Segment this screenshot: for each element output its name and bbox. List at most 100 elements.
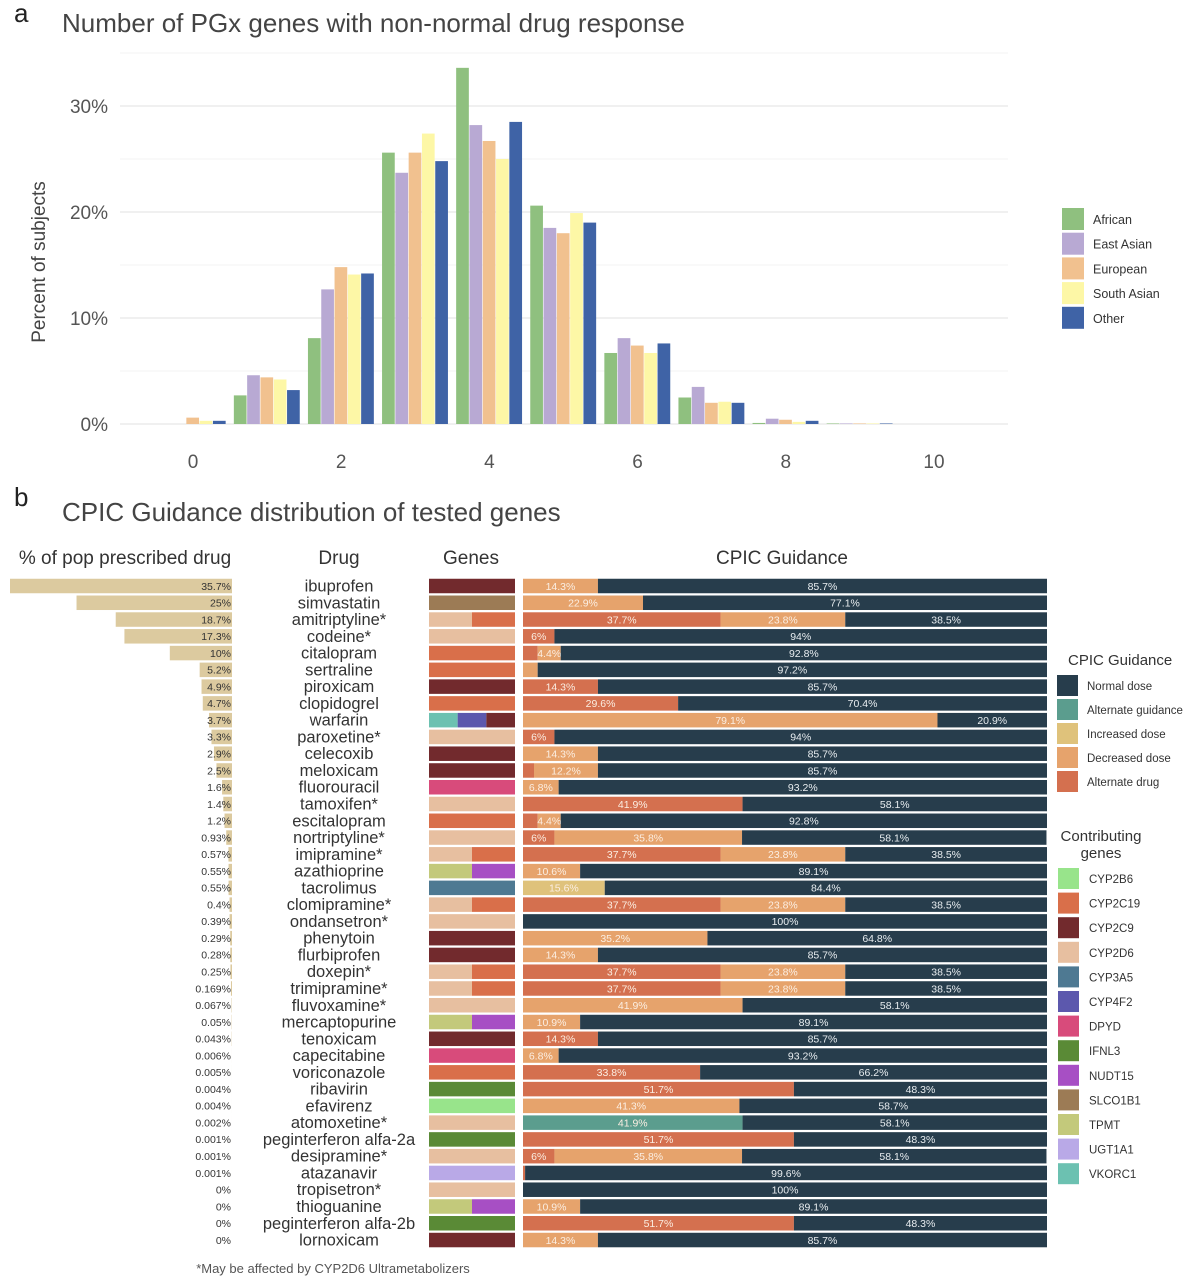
legend-title-genes: Contributing bbox=[1061, 828, 1142, 845]
bar-other bbox=[287, 390, 300, 424]
legend-swatch bbox=[1058, 892, 1079, 914]
legend-label: East Asian bbox=[1093, 238, 1152, 252]
cpic-segment-label: 94% bbox=[790, 631, 811, 643]
bar-european bbox=[408, 152, 422, 424]
pop-bar-label: 0% bbox=[216, 1218, 231, 1230]
bar-east-asian bbox=[691, 386, 705, 424]
pop-bar bbox=[199, 662, 232, 678]
cpic-segment bbox=[597, 947, 1047, 963]
gene-cell-cyp2c19 bbox=[429, 662, 515, 678]
cpic-segment-label: 14.3% bbox=[546, 1034, 576, 1046]
cpic-segment-label: 29.6% bbox=[586, 698, 616, 710]
cpic-segment bbox=[523, 880, 605, 896]
cpic-segment bbox=[523, 645, 538, 661]
legend-label: DPYD bbox=[1089, 1022, 1121, 1034]
legend-label: African bbox=[1093, 213, 1132, 227]
cpic-segment bbox=[523, 796, 743, 812]
pop-bar-label: 4.9% bbox=[207, 681, 231, 693]
legend-swatch bbox=[1062, 257, 1084, 280]
cpic-segment bbox=[580, 863, 1047, 879]
cpic-segment-label: 23.8% bbox=[768, 899, 798, 911]
x-tick-label: 8 bbox=[781, 452, 792, 473]
cpic-segment bbox=[523, 930, 708, 946]
cpic-segment bbox=[742, 998, 1047, 1013]
cpic-segment-label: 10.9% bbox=[537, 1201, 567, 1213]
legend-label: Normal dose bbox=[1087, 681, 1152, 693]
x-tick-label: 2 bbox=[336, 452, 347, 473]
cpic-segment-label: 92.8% bbox=[789, 816, 819, 828]
gene-cell-nudt15 bbox=[472, 863, 515, 879]
pop-bar-label: 0.57% bbox=[201, 849, 231, 861]
panel-letter: b bbox=[14, 482, 28, 512]
cpic-segment-label: 58.7% bbox=[878, 1101, 908, 1113]
legend-label: VKORC1 bbox=[1089, 1169, 1136, 1181]
gene-cell-cyp2c9 bbox=[429, 1031, 515, 1047]
legend-label: Decreased dose bbox=[1087, 753, 1171, 765]
cpic-segment bbox=[523, 897, 721, 912]
cpic-segment-label: 93.2% bbox=[788, 1050, 818, 1062]
pop-bar-label: 0.004% bbox=[195, 1101, 231, 1113]
legend-swatch bbox=[1057, 771, 1078, 792]
panel-b: b CPIC Guidance distribution of tested ge… bbox=[10, 482, 1183, 1276]
bar-european bbox=[334, 267, 348, 424]
drug-name: meloxicam bbox=[300, 762, 379, 780]
y-tick-label: 20% bbox=[70, 203, 108, 224]
gene-cell-cyp2d6 bbox=[429, 830, 515, 845]
cpic-segment-label: 4.4% bbox=[537, 816, 561, 828]
drug-name: amitriptyline* bbox=[292, 611, 387, 629]
bar-other bbox=[435, 161, 448, 424]
cpic-segment-label: 6% bbox=[531, 631, 546, 643]
gene-cell-ifnl3 bbox=[429, 1216, 515, 1231]
cpic-segment bbox=[793, 1216, 1047, 1231]
bar-south-asian bbox=[421, 133, 435, 424]
cpic-segment-label: 14.3% bbox=[546, 1235, 576, 1247]
cpic-segment bbox=[560, 813, 1047, 829]
cpic-segment-label: 92.8% bbox=[789, 648, 819, 660]
pop-bar bbox=[223, 796, 232, 812]
cpic-segment bbox=[720, 612, 846, 627]
cpic-segment-label: 58.1% bbox=[880, 799, 910, 811]
cpic-segment-label: 6% bbox=[531, 832, 546, 844]
gene-cell-cyp2c9 bbox=[429, 679, 515, 694]
cpic-segment-label: 66.2% bbox=[859, 1067, 889, 1079]
cpic-segment bbox=[523, 779, 559, 795]
cpic-segment-label: 6% bbox=[531, 732, 546, 744]
gene-cell-cyp2c9 bbox=[486, 712, 515, 728]
pop-bar-label: 0.29% bbox=[201, 933, 231, 945]
gene-cell-nudt15 bbox=[472, 1014, 515, 1030]
bar-east-asian bbox=[247, 375, 260, 424]
pop-bar-label: 0.4% bbox=[207, 899, 231, 911]
gene-cell-vkorc1 bbox=[429, 712, 458, 728]
drug-name: tenoxicam bbox=[301, 1030, 376, 1048]
cpic-segment-label: 100% bbox=[772, 1185, 799, 1197]
drug-name: escitalopram bbox=[292, 812, 386, 830]
gene-cell-cyp2b6 bbox=[429, 1098, 515, 1114]
pop-bar bbox=[228, 847, 232, 862]
gene-cell-cyp2d6 bbox=[429, 998, 515, 1013]
cpic-segment-label: 85.7% bbox=[808, 581, 838, 593]
bar-south-asian bbox=[570, 213, 583, 424]
pop-bar-label: 18.7% bbox=[201, 614, 231, 626]
legend-swatch bbox=[1058, 1040, 1079, 1062]
cpic-segment-label: 6.8% bbox=[529, 782, 553, 794]
cpic-segment bbox=[558, 779, 1047, 795]
cpic-segment-label: 58.1% bbox=[880, 1117, 910, 1129]
legend-swatch bbox=[1062, 208, 1084, 230]
bar-east-asian bbox=[395, 172, 409, 424]
cpic-segment bbox=[597, 1031, 1047, 1047]
cpic-segment-label: 14.3% bbox=[546, 681, 576, 693]
cpic-segment bbox=[523, 863, 581, 879]
cpic-segment-label: 35.2% bbox=[600, 933, 630, 945]
gene-cell-cyp2d6 bbox=[429, 914, 515, 929]
drug-name: azathioprine bbox=[294, 863, 384, 881]
drug-name: lornoxicam bbox=[299, 1232, 379, 1250]
cpic-segment-label: 89.1% bbox=[799, 866, 829, 878]
y-axis-label: Percent of subjects bbox=[29, 181, 50, 343]
bar-east-asian bbox=[765, 418, 779, 424]
bar-other bbox=[212, 420, 226, 424]
cpic-segment bbox=[597, 763, 1047, 778]
drug-name: flurbiprofen bbox=[298, 946, 381, 964]
cpic-segment-label: 6% bbox=[531, 1151, 546, 1163]
cpic-segment bbox=[720, 847, 846, 862]
